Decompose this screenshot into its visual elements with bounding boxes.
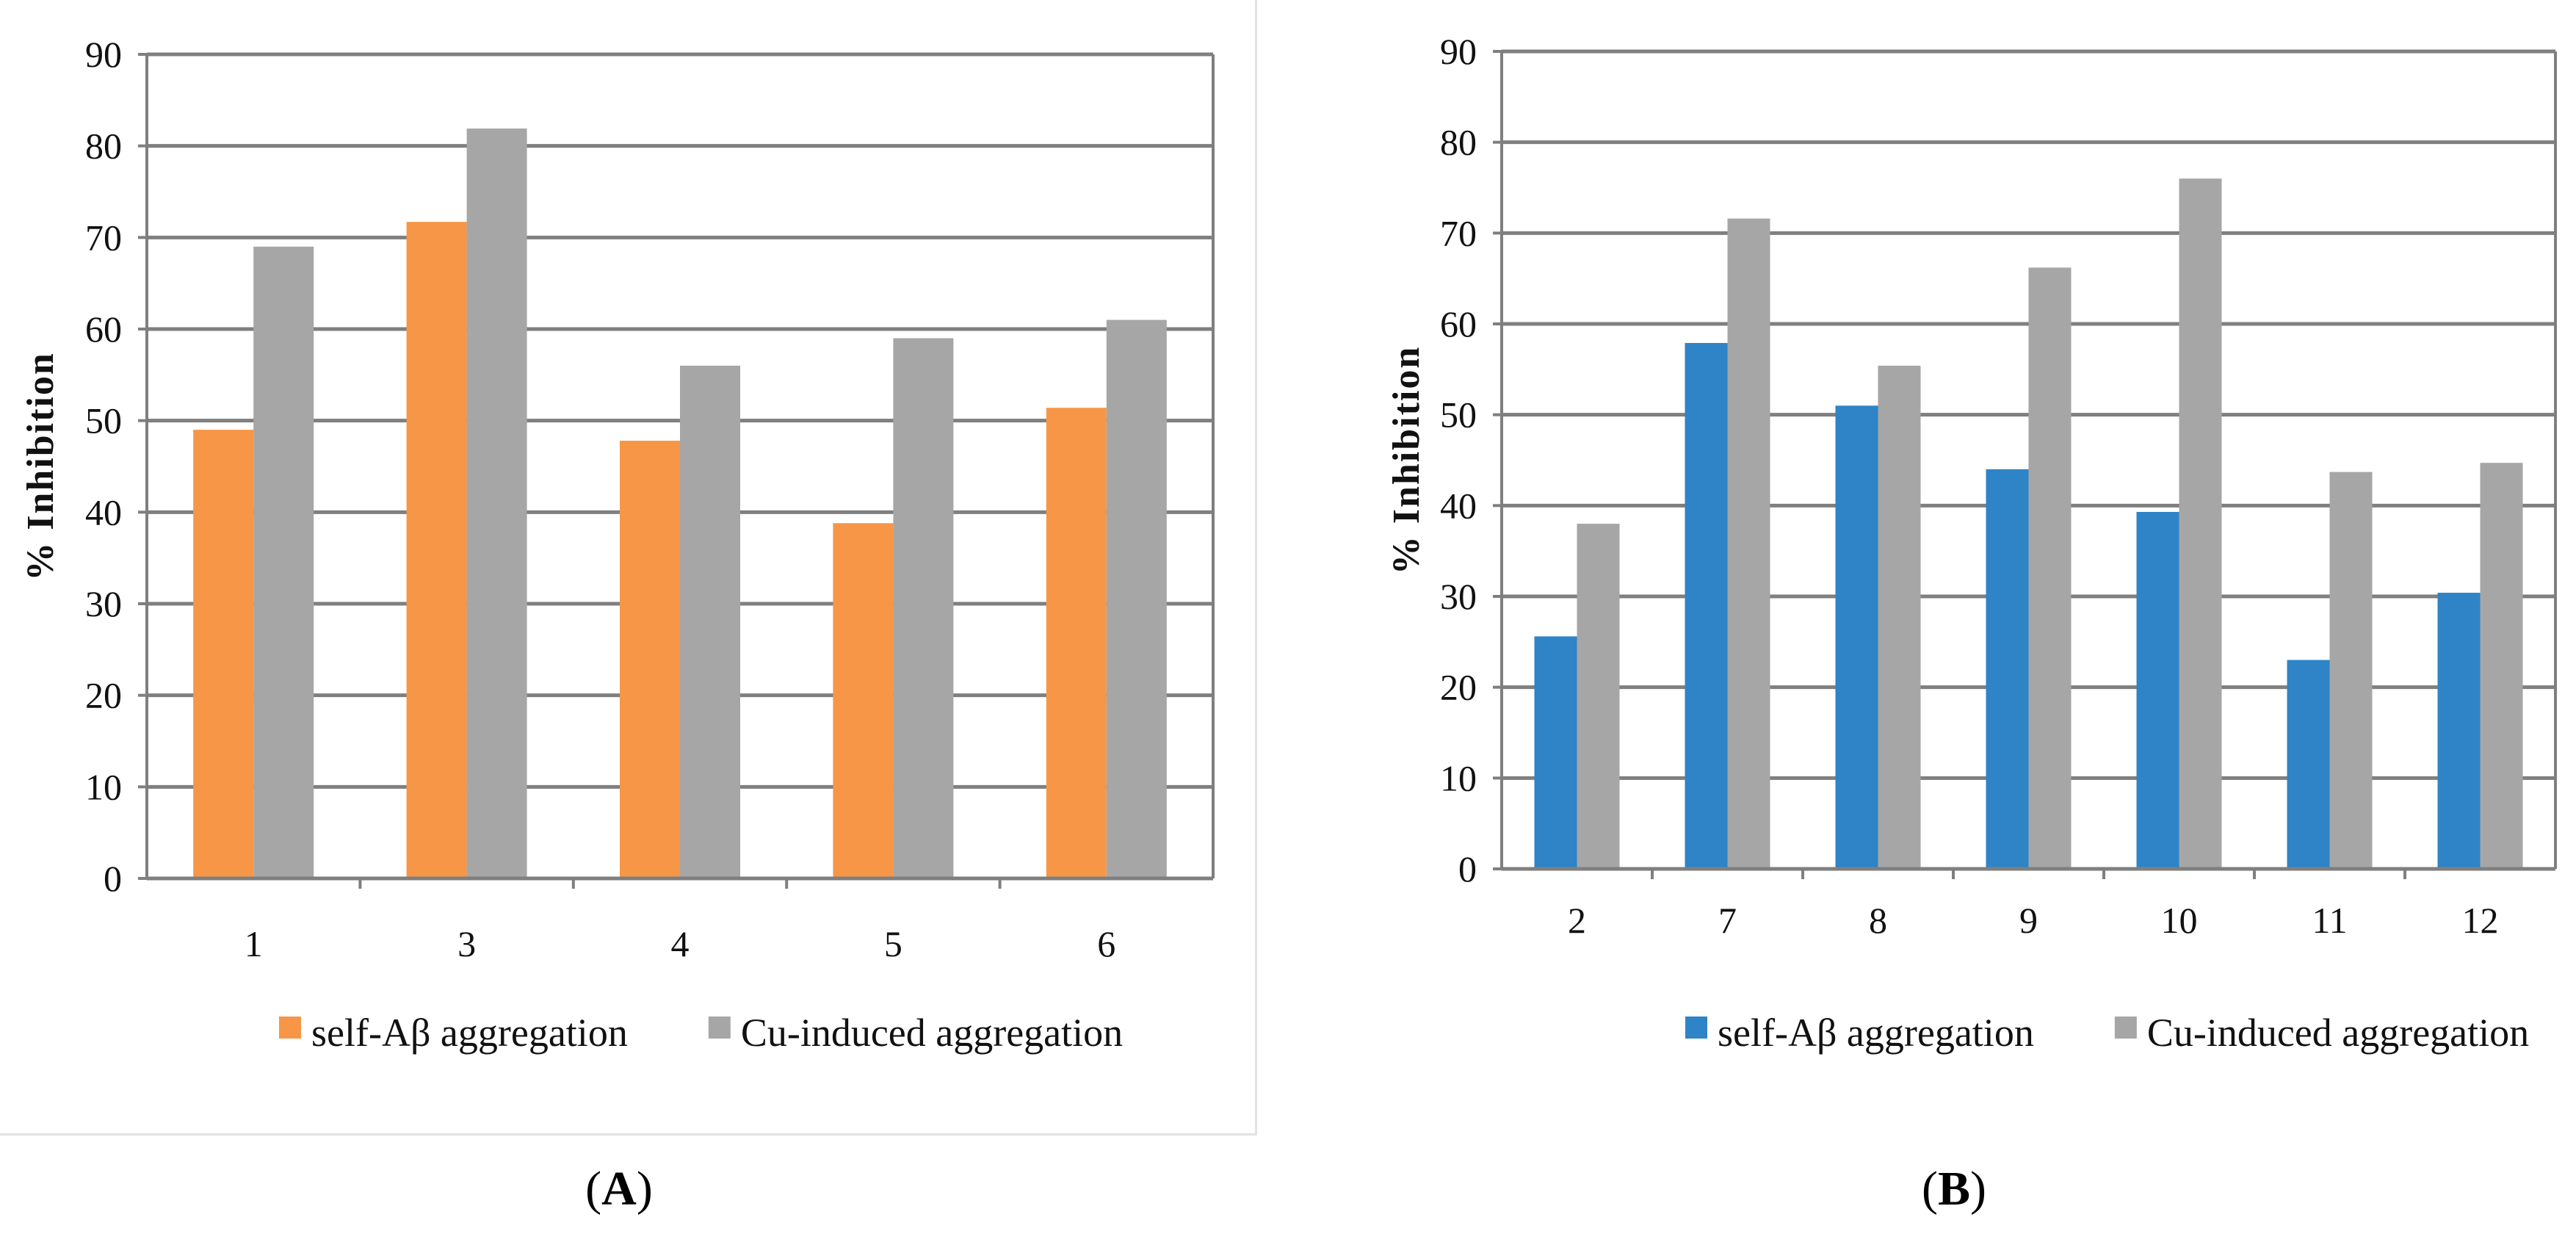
bar-a-5-series-1 [833, 523, 894, 878]
y-tick-label-b-40: 40 [1440, 485, 1477, 526]
y-tick-label-b-10: 10 [1440, 757, 1477, 798]
bar-b-9-series-1 [1986, 469, 2029, 869]
x-tick-label-b-2: 2 [1568, 900, 1586, 941]
bar-a-5-series-2 [893, 338, 954, 878]
bar-b-7-series-1 [1685, 342, 1728, 870]
x-tick-label-b-9: 9 [2019, 900, 2038, 941]
chart-b: 0 10 20 30 40 50 60 70 80 90 2 7 8 9 10 11 12 % Inhibitio… [1386, 31, 2557, 1055]
panel-a-frame [0, 0, 1257, 1136]
legend-swatch-a-1 [279, 1017, 301, 1039]
y-tick-label-a-50: 50 [85, 400, 122, 441]
y-tick-label-b-30: 30 [1440, 576, 1477, 617]
x-tick-label-a-6: 6 [1097, 923, 1115, 964]
y-axis-label-a: % Inhibition [20, 352, 62, 581]
legend-swatch-b-1 [1685, 1017, 1707, 1039]
y-tick-label-b-60: 60 [1440, 303, 1477, 344]
y-tick-label-b-90: 90 [1440, 31, 1477, 72]
bar-a-6-series-2 [1106, 319, 1167, 878]
legend-label-a-2: Cu-induced aggregation [741, 1011, 1123, 1055]
bar-a-3-series-1 [406, 222, 467, 878]
y-tick-label-a-0: 0 [104, 858, 122, 899]
bar-b-7-series-2 [1727, 218, 1770, 870]
bar-b-2-series-1 [1534, 636, 1577, 869]
legend-label-b-1: self-Aβ aggregation [1718, 1011, 2034, 1055]
y-tick-label-a-80: 80 [85, 126, 122, 167]
y-tick-label-b-0: 0 [1458, 848, 1477, 889]
bar-a-1-series-1 [193, 430, 254, 878]
y-tick-label-b-80: 80 [1440, 122, 1477, 163]
legend-label-a-1: self-Aβ aggregation [311, 1011, 628, 1055]
bar-b-9-series-2 [2028, 267, 2072, 869]
bar-b-2-series-2 [1577, 524, 1620, 869]
bar-b-10-series-2 [2179, 178, 2222, 870]
bar-a-6-series-1 [1046, 408, 1107, 878]
bar-b-11-series-2 [2329, 472, 2373, 869]
chart-a: 0 10 20 30 40 50 60 70 80 90 1 3 4 5 6 % Inhibition self… [20, 34, 1215, 1055]
y-tick-label-a-70: 70 [85, 217, 122, 258]
legend-swatch-a-2 [708, 1017, 731, 1039]
y-tick-label-a-90: 90 [85, 34, 122, 75]
x-tick-label-a-3: 3 [457, 923, 476, 964]
bar-a-4-series-1 [620, 441, 680, 878]
y-tick-label-b-70: 70 [1440, 212, 1477, 253]
y-tick-label-a-20: 20 [85, 675, 122, 716]
bar-b-8-series-1 [1835, 405, 1878, 869]
y-tick-label-b-50: 50 [1440, 394, 1477, 436]
x-tick-label-a-5: 5 [884, 923, 902, 964]
bar-a-1-series-2 [253, 246, 314, 878]
x-tick-label-a-4: 4 [671, 923, 690, 964]
x-tick-label-b-12: 12 [2462, 900, 2499, 941]
panel-label-b: (B) [1922, 1162, 1986, 1216]
bar-b-11-series-1 [2287, 660, 2330, 869]
y-tick-label-a-30: 30 [85, 583, 122, 624]
x-tick-label-b-10: 10 [2161, 900, 2198, 941]
legend-label-b-2: Cu-induced aggregation [2147, 1011, 2529, 1055]
y-tick-label-a-40: 40 [85, 491, 122, 532]
y-tick-label-b-20: 20 [1440, 667, 1477, 708]
bar-b-10-series-1 [2136, 511, 2179, 869]
bar-b-12-series-1 [2437, 593, 2481, 869]
panel-label-a: (A) [585, 1162, 653, 1216]
y-tick-label-a-10: 10 [85, 766, 122, 807]
x-tick-label-b-7: 7 [1718, 900, 1737, 941]
x-tick-label-b-11: 11 [2312, 900, 2347, 941]
y-axis-label-b: % Inhibition [1386, 346, 1428, 575]
x-tick-label-a-1: 1 [245, 923, 263, 964]
bar-b-12-series-2 [2480, 463, 2523, 869]
bar-a-3-series-2 [466, 128, 527, 879]
x-tick-label-b-8: 8 [1869, 900, 1887, 941]
y-tick-label-a-60: 60 [85, 308, 122, 350]
bar-b-8-series-2 [1878, 365, 1921, 869]
legend-swatch-b-2 [2114, 1017, 2137, 1039]
bar-a-4-series-2 [680, 365, 740, 878]
